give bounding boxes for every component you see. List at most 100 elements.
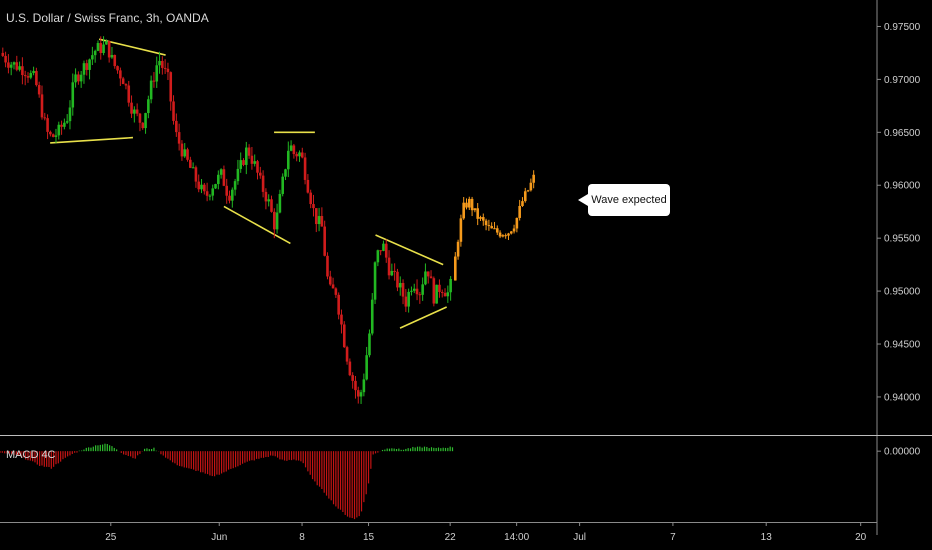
projection-candle (532, 174, 535, 183)
candle-down (222, 169, 226, 186)
candle-up (373, 262, 377, 300)
projection-candle (504, 235, 507, 237)
candle-up (71, 82, 75, 108)
candle-up (158, 60, 161, 66)
candle-down (175, 120, 178, 133)
candle-up (289, 145, 293, 151)
wave-expected-callout[interactable]: Wave expected (588, 184, 670, 216)
trendline (399, 306, 447, 329)
candle-down (320, 216, 324, 227)
x-tick-label: 14:00 (504, 532, 529, 543)
projection-candle (512, 228, 516, 232)
candle-up (317, 216, 321, 225)
candle-down (166, 68, 170, 73)
candle-down (43, 117, 47, 119)
candle-up (446, 292, 450, 297)
candle-down (295, 154, 298, 157)
candle-up (421, 284, 424, 295)
candle-down (426, 271, 430, 277)
projection-candle (521, 201, 524, 206)
projection-candle (465, 202, 468, 208)
y-tick-label: 0.94500 (884, 340, 921, 351)
candle-down (177, 132, 181, 144)
candle-up (424, 271, 427, 285)
candle-down (26, 76, 30, 78)
candle-down (197, 181, 201, 190)
x-tick-label: 13 (761, 532, 773, 543)
projection-candle (526, 190, 530, 192)
candle-up (298, 152, 301, 157)
candle-down (387, 257, 391, 276)
candle-up (91, 55, 94, 60)
candle-up (370, 299, 374, 334)
candle-up (239, 160, 243, 169)
candle-up (449, 278, 452, 293)
candle-up (74, 74, 77, 83)
projection-candle (481, 217, 485, 221)
y-tick-label: 0.95000 (884, 287, 921, 298)
candle-down (334, 288, 338, 295)
x-tick-label: 20 (855, 532, 867, 543)
candle-up (54, 135, 58, 137)
candle-up (96, 43, 100, 51)
candle-down (393, 270, 396, 272)
candle-up (253, 161, 257, 164)
candle-up (191, 167, 195, 169)
candle-down (35, 70, 38, 86)
candle-down (300, 152, 304, 158)
candle-up (278, 193, 282, 213)
candle-up (102, 44, 105, 54)
candle-up (155, 65, 159, 82)
candle-down (121, 78, 125, 85)
candle-up (65, 121, 69, 123)
candle-down (261, 175, 265, 192)
candle-down (124, 84, 128, 86)
projection-candle (484, 220, 488, 226)
macd-zero-label: 0.00000 (884, 447, 921, 458)
candle-down (113, 55, 117, 67)
candle-down (342, 324, 346, 348)
candle-up (233, 181, 237, 190)
candle-up (365, 355, 368, 380)
macd-indicator-label: MACD 4C (6, 449, 56, 461)
candle-down (203, 184, 206, 192)
candle-down (85, 63, 89, 70)
projection-candle (470, 198, 474, 211)
candle-up (284, 169, 287, 177)
candle-down (303, 157, 307, 180)
x-tick-label: 25 (105, 532, 117, 543)
projection-candle (467, 198, 471, 208)
x-tick-label: 15 (363, 532, 375, 543)
candle-down (152, 80, 156, 82)
candle-up (286, 150, 290, 170)
candle-down (250, 155, 254, 164)
candle-up (231, 189, 234, 201)
candle-up (236, 168, 240, 182)
candle-down (135, 109, 139, 114)
candle-up (382, 243, 385, 251)
y-tick-label: 0.96500 (884, 128, 921, 139)
projection-candle (473, 208, 477, 211)
y-tick-label: 0.97500 (884, 22, 921, 33)
candle-down (314, 208, 318, 225)
candle-up (410, 290, 413, 292)
candle-down (429, 276, 433, 279)
candle-up (147, 99, 150, 114)
candle-up (407, 291, 410, 307)
x-tick-label: Jun (211, 532, 227, 543)
candle-down (384, 243, 388, 258)
projection-candle (518, 205, 521, 218)
y-tick-label: 0.96000 (884, 181, 921, 192)
candle-down (354, 380, 357, 391)
candle-up (214, 184, 217, 189)
trendline (375, 234, 444, 266)
projection-candle (453, 256, 457, 281)
candle-up (211, 188, 215, 196)
candle-down (205, 191, 209, 196)
candle-up (57, 124, 61, 136)
candle-up (376, 250, 380, 263)
projection-candle (462, 202, 465, 219)
callout-text: Wave expected (591, 194, 667, 206)
callout-pointer (578, 194, 588, 206)
